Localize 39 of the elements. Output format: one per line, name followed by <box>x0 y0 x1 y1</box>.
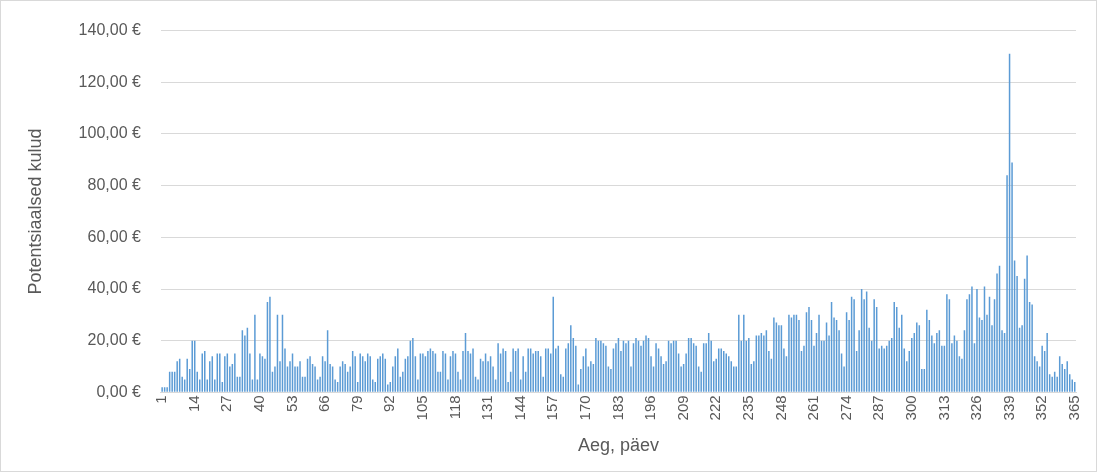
x-axis-title: Aeg, päev <box>577 435 659 456</box>
x-tick-label: 287 <box>869 395 887 421</box>
x-tick-label: 157 <box>543 395 561 421</box>
x-tick-label: 79 <box>347 395 365 413</box>
x-tick-label: 196 <box>641 395 659 421</box>
x-tick-label: 300 <box>901 395 919 421</box>
y-tick-label: 40,00 € <box>87 279 141 297</box>
y-tick-label: 20,00 € <box>87 331 141 349</box>
x-tick-label: 261 <box>804 395 822 421</box>
x-tick-label: 92 <box>380 395 398 413</box>
x-tick-label: 14 <box>184 395 202 413</box>
x-tick-label: 1 <box>152 395 170 404</box>
x-tick-label: 235 <box>738 395 756 421</box>
x-tick-label: 118 <box>445 395 463 420</box>
y-tick-label: 140,00 € <box>78 21 141 39</box>
x-tick-label: 40 <box>250 395 268 413</box>
x-tick-label: 326 <box>967 395 985 421</box>
x-tick-label: 170 <box>575 395 593 421</box>
x-tick-label: 209 <box>673 395 691 421</box>
x-tick-label: 66 <box>315 395 333 413</box>
x-tick-label: 222 <box>706 395 724 421</box>
x-tick-label: 183 <box>608 395 626 421</box>
y-tick-label: 60,00 € <box>87 227 141 245</box>
x-tick-label: 352 <box>1032 395 1050 421</box>
x-tick-label: 248 <box>771 395 789 421</box>
x-tick-label: 339 <box>999 395 1017 421</box>
x-tick-label: 27 <box>217 395 235 413</box>
x-tick-label: 53 <box>282 395 300 413</box>
x-tick-label: 274 <box>836 395 854 421</box>
y-tick-label: 80,00 € <box>87 176 141 194</box>
x-tick-label: 313 <box>934 395 952 421</box>
y-axis-title: Potentsiaalsed kulud <box>24 128 45 295</box>
x-tick-label: 144 <box>510 395 528 421</box>
y-tick-label: 0,00 € <box>96 382 141 400</box>
x-tick-label: 365 <box>1064 395 1082 421</box>
x-tick-label: 105 <box>413 395 431 421</box>
x-tick-label: 131 <box>478 395 496 421</box>
y-tick-label: 100,00 € <box>78 124 141 142</box>
y-tick-label: 120,00 € <box>78 72 141 90</box>
